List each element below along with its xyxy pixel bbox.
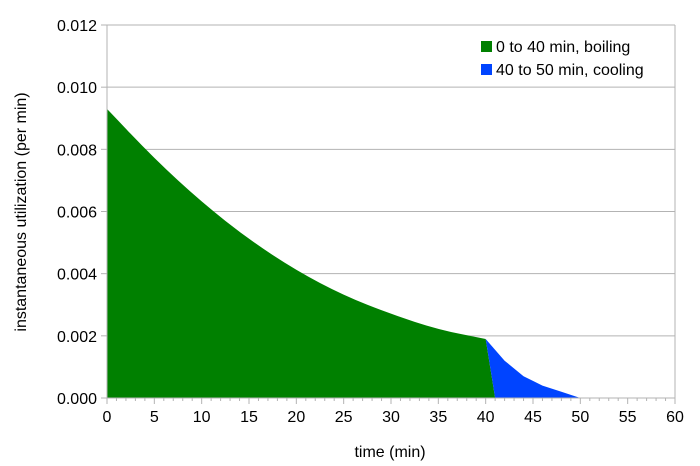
y-tick-label: 0.010 [57,80,97,97]
x-tick-label: 40 [477,409,495,426]
legend-label-cooling: 40 to 50 min, cooling [496,62,644,79]
legend-swatch-cooling [481,64,492,75]
x-tick-label: 5 [150,409,159,426]
area-series [107,108,581,399]
x-tick-label: 55 [619,409,637,426]
x-tick-label: 10 [193,409,211,426]
area-boiling [107,108,496,399]
legend-swatch-boiling [481,41,492,52]
x-tick-label: 20 [287,409,305,426]
y-tick-label: 0.012 [57,18,97,35]
x-tick-label: 30 [382,409,400,426]
y-axis-ticks: 0.000 0.002 0.004 0.006 0.008 0.010 0.012 [57,18,107,408]
y-tick-label: 0.000 [57,391,97,408]
x-tick-label: 45 [524,409,542,426]
x-axis-title: time (min) [354,444,425,461]
y-tick-label: 0.008 [57,142,97,159]
y-axis-title: instantaneous utilization (per min) [13,92,30,331]
legend: 0 to 40 min, boiling 40 to 50 min, cooli… [481,39,644,79]
y-tick-label: 0.004 [57,267,97,284]
x-tick-label: 60 [666,409,684,426]
x-tick-label: 35 [429,409,447,426]
x-tick-label: 0 [103,409,112,426]
y-tick-label: 0.006 [57,205,97,222]
x-tick-label: 15 [240,409,258,426]
x-tick-label: 25 [335,409,353,426]
x-axis-ticks: 0 5 10 15 20 25 30 35 40 45 50 55 60 [103,398,684,426]
x-tick-label: 50 [571,409,589,426]
y-tick-label: 0.002 [57,329,97,346]
area-cooling [485,338,581,398]
legend-label-boiling: 0 to 40 min, boiling [496,39,630,56]
